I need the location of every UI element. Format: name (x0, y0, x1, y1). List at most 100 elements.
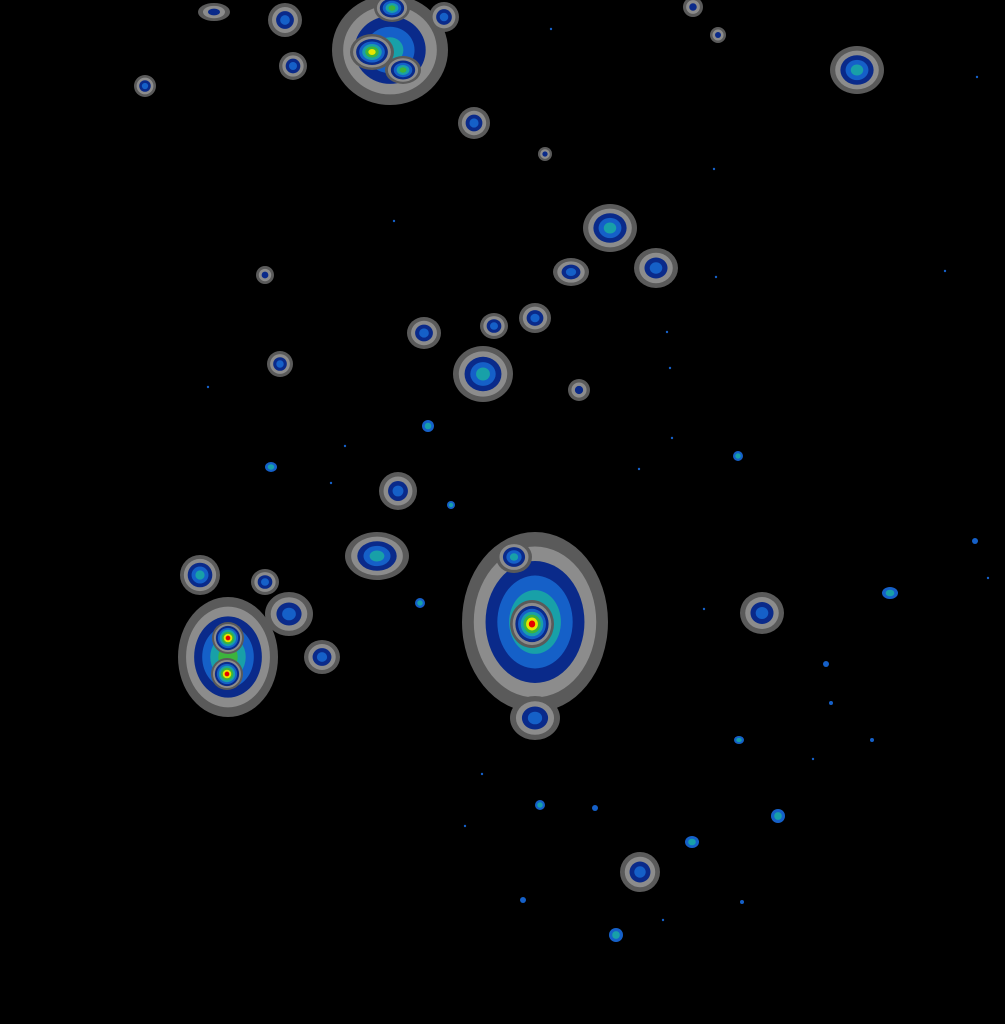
source-blob (267, 351, 293, 377)
source-blob (620, 852, 660, 892)
contour-level (688, 838, 696, 846)
source-blob (823, 661, 829, 667)
source-blob (453, 346, 513, 402)
contour-level (369, 550, 385, 562)
source-blob (510, 600, 554, 648)
source-blob (134, 75, 156, 97)
source-blob (592, 805, 598, 811)
source-blob (740, 900, 744, 904)
contour-level (224, 671, 230, 677)
source-blob (740, 592, 784, 634)
source-blob (535, 800, 545, 810)
noise-dot (206, 385, 210, 389)
contour-level (689, 3, 697, 11)
contour-level (774, 812, 782, 820)
contour-level (715, 32, 721, 38)
contour-level (368, 49, 376, 55)
contour-level (280, 15, 290, 25)
source-blob (458, 107, 490, 139)
source-blob (265, 592, 313, 636)
source-blob (609, 928, 623, 942)
contour-level (141, 82, 149, 90)
noise-dot (549, 27, 553, 31)
noise-dot (975, 75, 979, 79)
noise-dot (702, 607, 706, 611)
contour-level (469, 118, 479, 128)
contour-level (603, 222, 617, 234)
contour-level (261, 578, 269, 586)
contour-level (195, 570, 205, 580)
source-blob (256, 266, 274, 284)
source-blob (829, 701, 833, 705)
source-blob (198, 3, 230, 21)
noise-dot (637, 467, 641, 471)
contour-level (399, 67, 407, 73)
contour-level (208, 8, 220, 16)
contour-level (537, 802, 543, 808)
source-blob (345, 532, 409, 580)
contour-level (276, 360, 284, 368)
noise-dot (986, 576, 990, 580)
source-blob (683, 0, 703, 17)
contour-level (612, 931, 620, 939)
source-blob (583, 204, 637, 252)
source-blob (407, 317, 441, 349)
source-blob (350, 34, 394, 70)
contour-level (424, 422, 432, 430)
source-blob (180, 555, 220, 595)
source-blob (265, 462, 277, 472)
source-blob (374, 0, 410, 22)
noise-dot (665, 330, 669, 334)
contour-level (448, 502, 454, 508)
source-blob (771, 809, 785, 823)
contour-level (527, 711, 543, 725)
source-blob (385, 56, 421, 84)
contour-level (316, 652, 328, 662)
source-blob (415, 598, 425, 608)
contour-level (419, 328, 429, 338)
noise-dot (661, 918, 665, 922)
source-blob (882, 587, 898, 599)
contour-level (490, 322, 498, 330)
contour-level (528, 620, 536, 628)
source-blob (178, 597, 278, 717)
contour-level (520, 897, 526, 903)
noise-dot (392, 219, 396, 223)
contour-level (829, 701, 833, 705)
source-blob (870, 738, 874, 742)
noise-dot (714, 275, 718, 279)
noise-dot (670, 436, 674, 440)
source-blob (568, 379, 590, 401)
contour-level (476, 367, 490, 381)
contour-level (225, 635, 231, 641)
source-blob (972, 538, 978, 544)
contour-level (972, 538, 978, 544)
contour-level (388, 5, 396, 11)
noise-dot (943, 269, 947, 273)
contour-level (439, 12, 449, 22)
contour-level (755, 607, 769, 619)
contour-level (392, 485, 404, 497)
source-blob (733, 451, 743, 461)
source-blob (710, 27, 726, 43)
contour-level (740, 900, 744, 904)
source-blob (304, 640, 340, 674)
noise-dot (329, 481, 333, 485)
noise-dot (480, 772, 484, 776)
contour-level (565, 268, 577, 276)
noise-dot (712, 167, 716, 171)
contour-level (850, 64, 864, 76)
noise-dot (343, 444, 347, 448)
source-blob (830, 46, 884, 94)
source-blob (447, 501, 455, 509)
source-blob (251, 569, 279, 595)
source-blob (211, 658, 243, 690)
contour-level (267, 464, 275, 470)
source-blob (279, 52, 307, 80)
source-blob (538, 147, 552, 161)
source-blob (422, 420, 434, 432)
source-blob (496, 541, 532, 573)
contour-level (574, 385, 584, 395)
source-blob (379, 472, 417, 510)
